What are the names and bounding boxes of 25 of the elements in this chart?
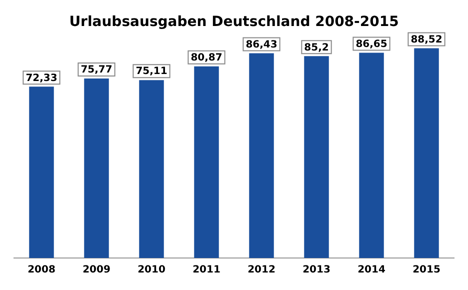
x-tick-label: 2012 bbox=[248, 264, 276, 276]
bar bbox=[304, 56, 329, 258]
x-tick-label: 2011 bbox=[192, 264, 220, 276]
x-tick-label: 2014 bbox=[358, 264, 386, 276]
bar bbox=[249, 53, 274, 258]
data-label: 86,65 bbox=[356, 38, 388, 50]
data-label: 75,77 bbox=[80, 64, 112, 76]
data-label: 75,11 bbox=[136, 66, 168, 78]
x-tick-label: 2010 bbox=[138, 264, 166, 276]
x-tick-label: 2015 bbox=[412, 264, 440, 276]
bar bbox=[414, 48, 439, 258]
bar bbox=[359, 52, 384, 258]
x-tick-label: 2008 bbox=[28, 264, 56, 276]
bar bbox=[139, 80, 164, 258]
bar bbox=[194, 66, 219, 258]
data-label: 80,87 bbox=[190, 52, 222, 64]
x-tick-label: 2009 bbox=[82, 264, 110, 276]
data-label: 85,2 bbox=[304, 42, 329, 54]
x-tick-label: 2013 bbox=[302, 264, 330, 276]
bar bbox=[29, 86, 54, 258]
chart-title: Urlaubsausgaben Deutschland 2008-2015 bbox=[69, 14, 399, 30]
data-label: 72,33 bbox=[26, 72, 58, 84]
data-label: 86,43 bbox=[246, 39, 278, 50]
data-label: 88,52 bbox=[410, 34, 442, 46]
bar bbox=[84, 78, 109, 258]
